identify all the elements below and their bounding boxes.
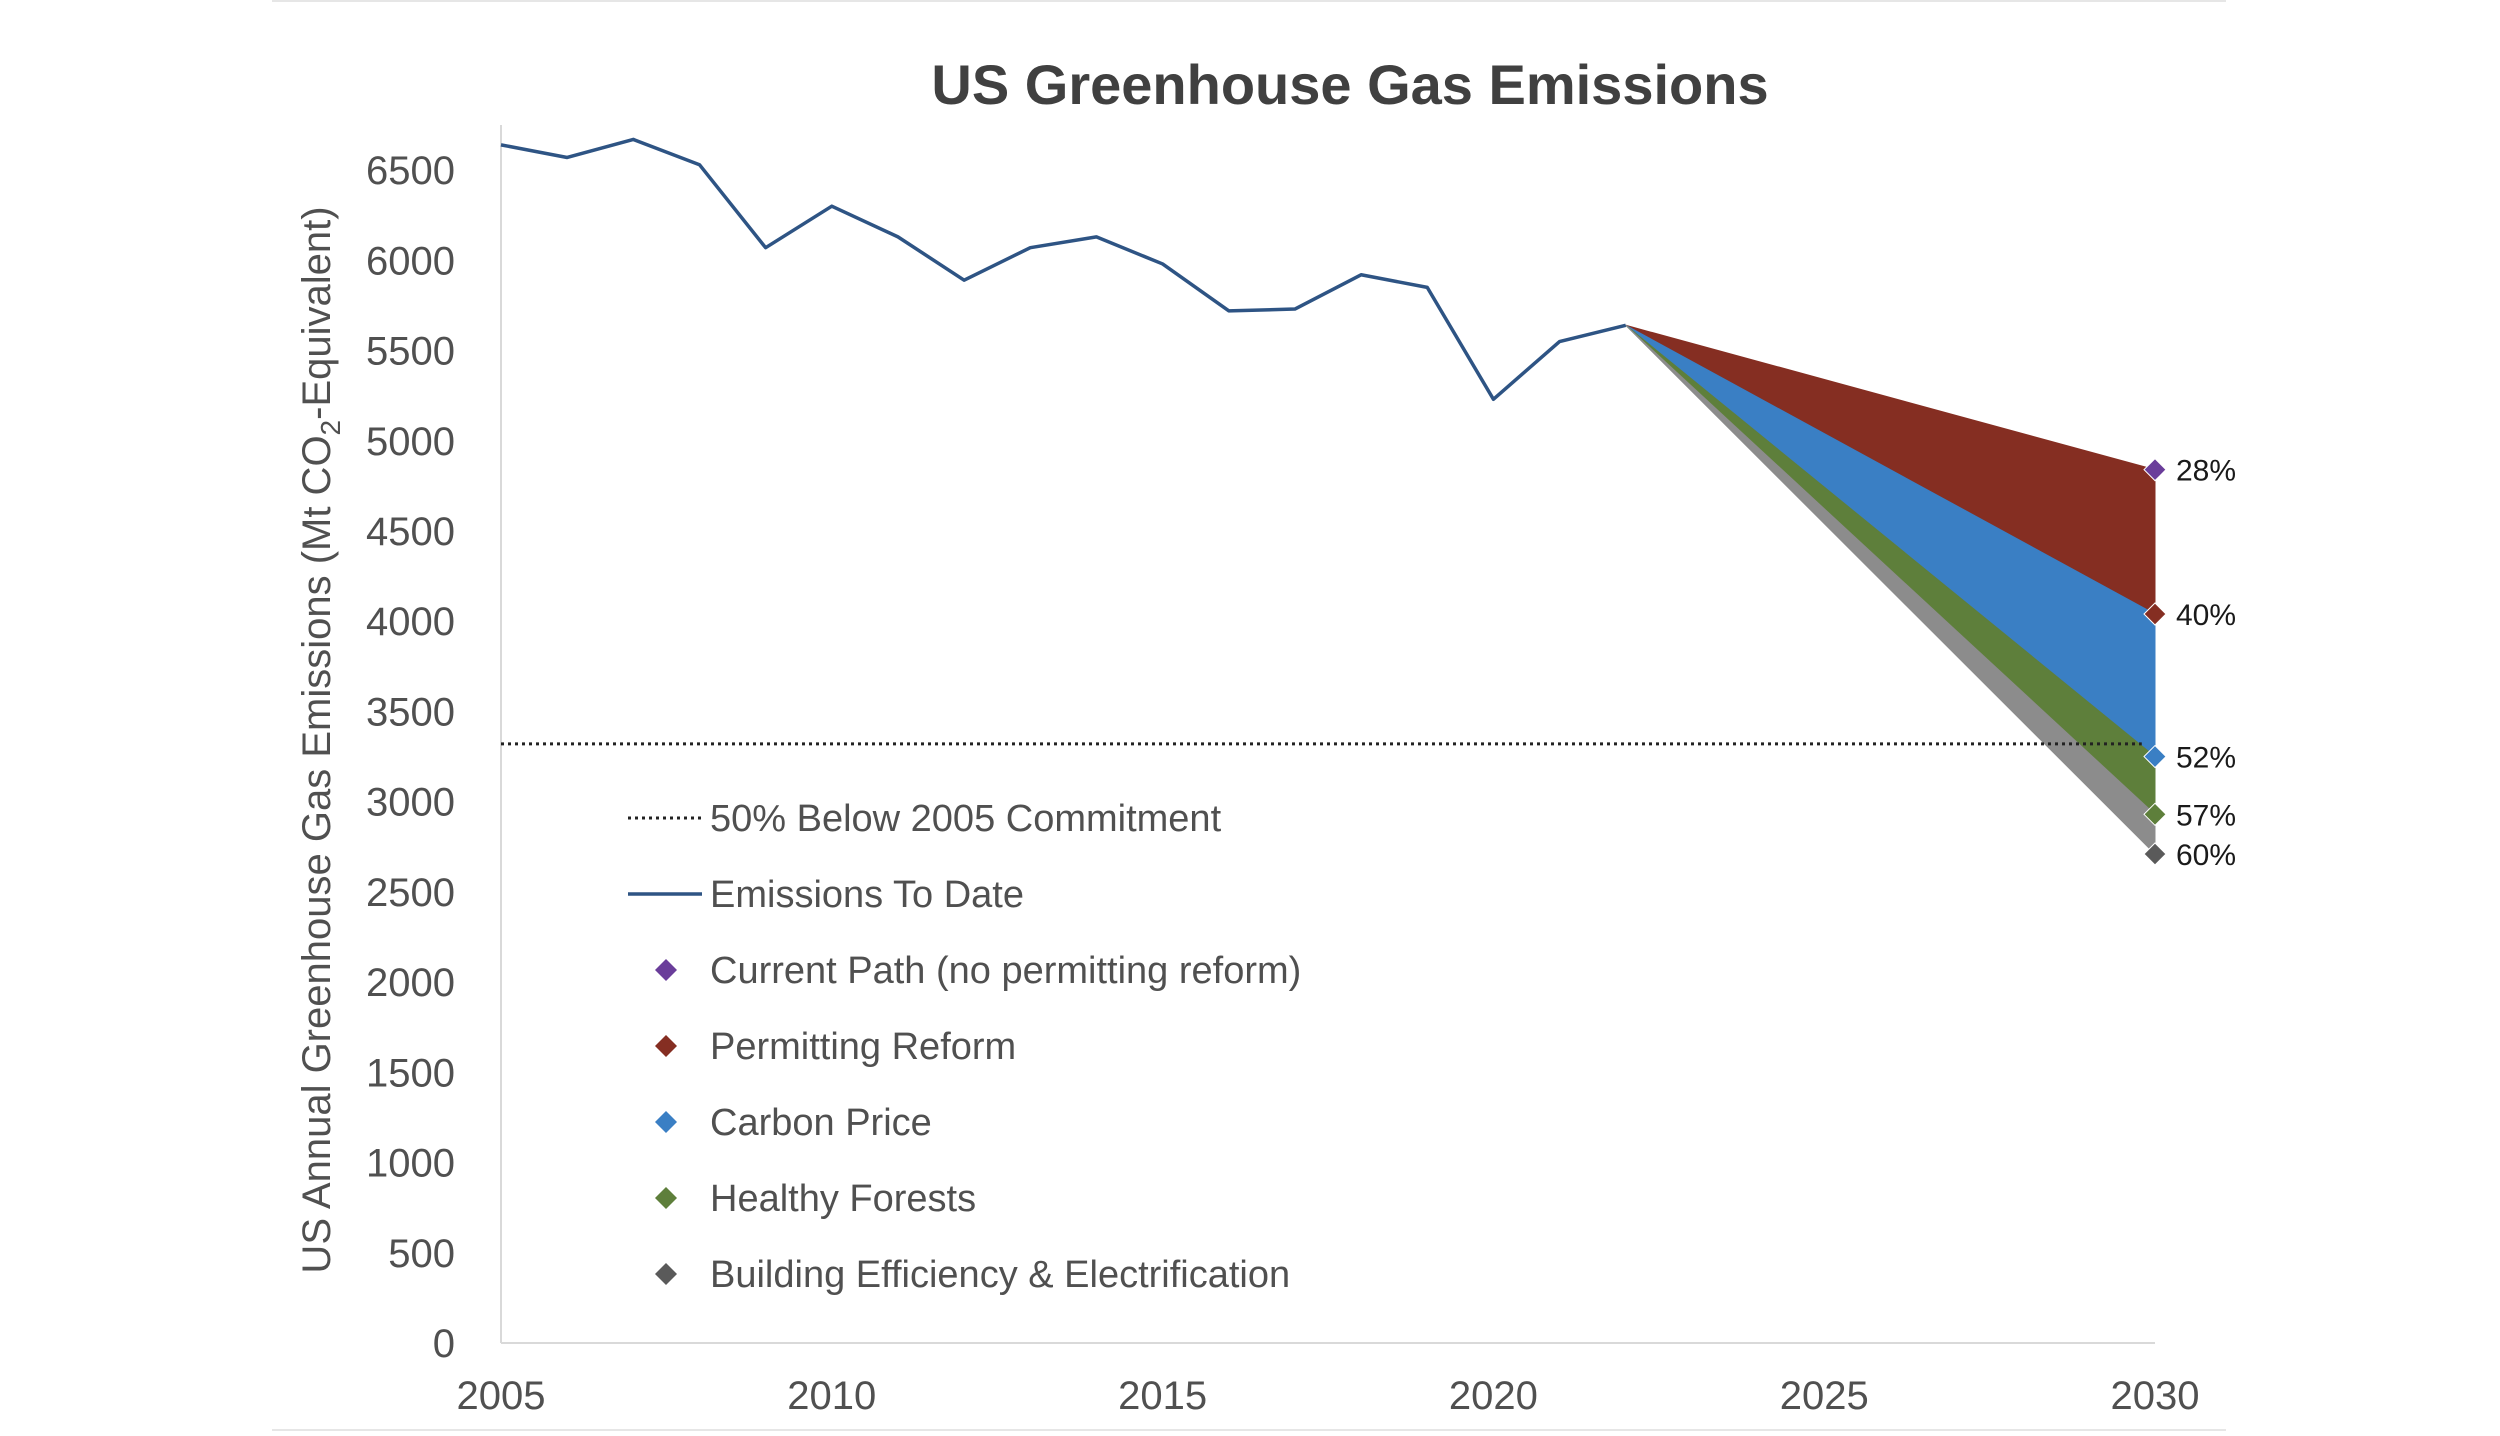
y-tick-labels: 0 500 1000 1500 2000 2500 3000 3500 4000 4500 5000… bbox=[366, 149, 455, 1366]
y-tick-label: 3500 bbox=[366, 690, 455, 734]
scenario-percent-label: 52% bbox=[2176, 742, 2236, 775]
y-tick-label: 5500 bbox=[366, 330, 455, 374]
legend-commitment-label: 50% Below 2005 Commitment bbox=[710, 798, 1222, 840]
legend-building-efficiency-marker bbox=[655, 1263, 677, 1285]
x-tick-label: 2010 bbox=[787, 1374, 876, 1418]
x-tick-labels: 2005 2010 2015 2020 2025 2030 bbox=[457, 1374, 2200, 1418]
scenario-percent-label: 57% bbox=[2176, 799, 2236, 832]
y-tick-label: 6000 bbox=[366, 239, 455, 283]
x-tick-label: 2025 bbox=[1780, 1374, 1869, 1418]
scenario-marker-permitting-reform bbox=[2143, 602, 2167, 626]
emissions-line bbox=[500, 137, 1627, 402]
scenario-marker-building-efficiency-electrification bbox=[2143, 842, 2167, 866]
legend-healthy-forests-marker bbox=[655, 1187, 677, 1209]
legend-emissions-label: Emissions To Date bbox=[710, 874, 1024, 916]
scenario-marker-healthy-forests bbox=[2143, 802, 2167, 827]
y-tick-label: 500 bbox=[388, 1232, 455, 1276]
y-tick-label: 2500 bbox=[366, 871, 455, 915]
legend-healthy-forests-label: Healthy Forests bbox=[710, 1178, 976, 1220]
scenario-marker-carbon-price bbox=[2143, 744, 2167, 769]
scenario-marker-current-path-no-permitting-reform bbox=[2143, 457, 2167, 482]
x-tick-label: 2020 bbox=[1449, 1374, 1538, 1418]
x-tick-label: 2015 bbox=[1118, 1374, 1207, 1418]
y-tick-label: 6500 bbox=[366, 149, 455, 193]
scenario-percent-label: 40% bbox=[2176, 599, 2236, 632]
y-tick-label: 3000 bbox=[366, 781, 455, 825]
scenario-fill-group bbox=[1625, 324, 2156, 856]
scenario-percent-label: 28% bbox=[2176, 455, 2236, 488]
legend-carbon-price-marker bbox=[655, 1111, 677, 1133]
y-tick-label: 0 bbox=[433, 1322, 455, 1366]
legend-current-path-marker bbox=[655, 959, 677, 981]
legend-permitting-reform-label: Permitting Reform bbox=[710, 1026, 1016, 1068]
y-tick-label: 1000 bbox=[366, 1142, 455, 1186]
y-tick-label: 5000 bbox=[366, 420, 455, 464]
legend-permitting-reform-marker bbox=[655, 1035, 677, 1057]
x-tick-label: 2005 bbox=[457, 1374, 546, 1418]
scenario-markers: 28% 40% 52% 57% 60% bbox=[2143, 455, 2236, 872]
x-tick-label: 2030 bbox=[2111, 1374, 2200, 1418]
legend-building-efficiency-label: Building Efficiency & Electrification bbox=[710, 1254, 1290, 1296]
scenario-percent-label: 60% bbox=[2176, 839, 2236, 872]
chart-title: US Greenhouse Gas Emissions bbox=[931, 53, 1768, 116]
y-tick-label: 4000 bbox=[366, 600, 455, 644]
legend-carbon-price-label: Carbon Price bbox=[710, 1102, 932, 1144]
legend-current-path-label: Current Path (no permitting reform) bbox=[710, 950, 1301, 992]
scenario-wedge-building-efficiency-electrification bbox=[1625, 324, 2156, 856]
y-tick-label: 2000 bbox=[366, 961, 455, 1005]
y-tick-label: 4500 bbox=[366, 510, 455, 554]
legend: 50% Below 2005 Commitment Emissions To D… bbox=[628, 798, 1301, 1296]
y-tick-label: 1500 bbox=[366, 1051, 455, 1095]
y-axis-label: US Annual Greenhouse Gas Emissions (Mt C… bbox=[295, 206, 346, 1273]
